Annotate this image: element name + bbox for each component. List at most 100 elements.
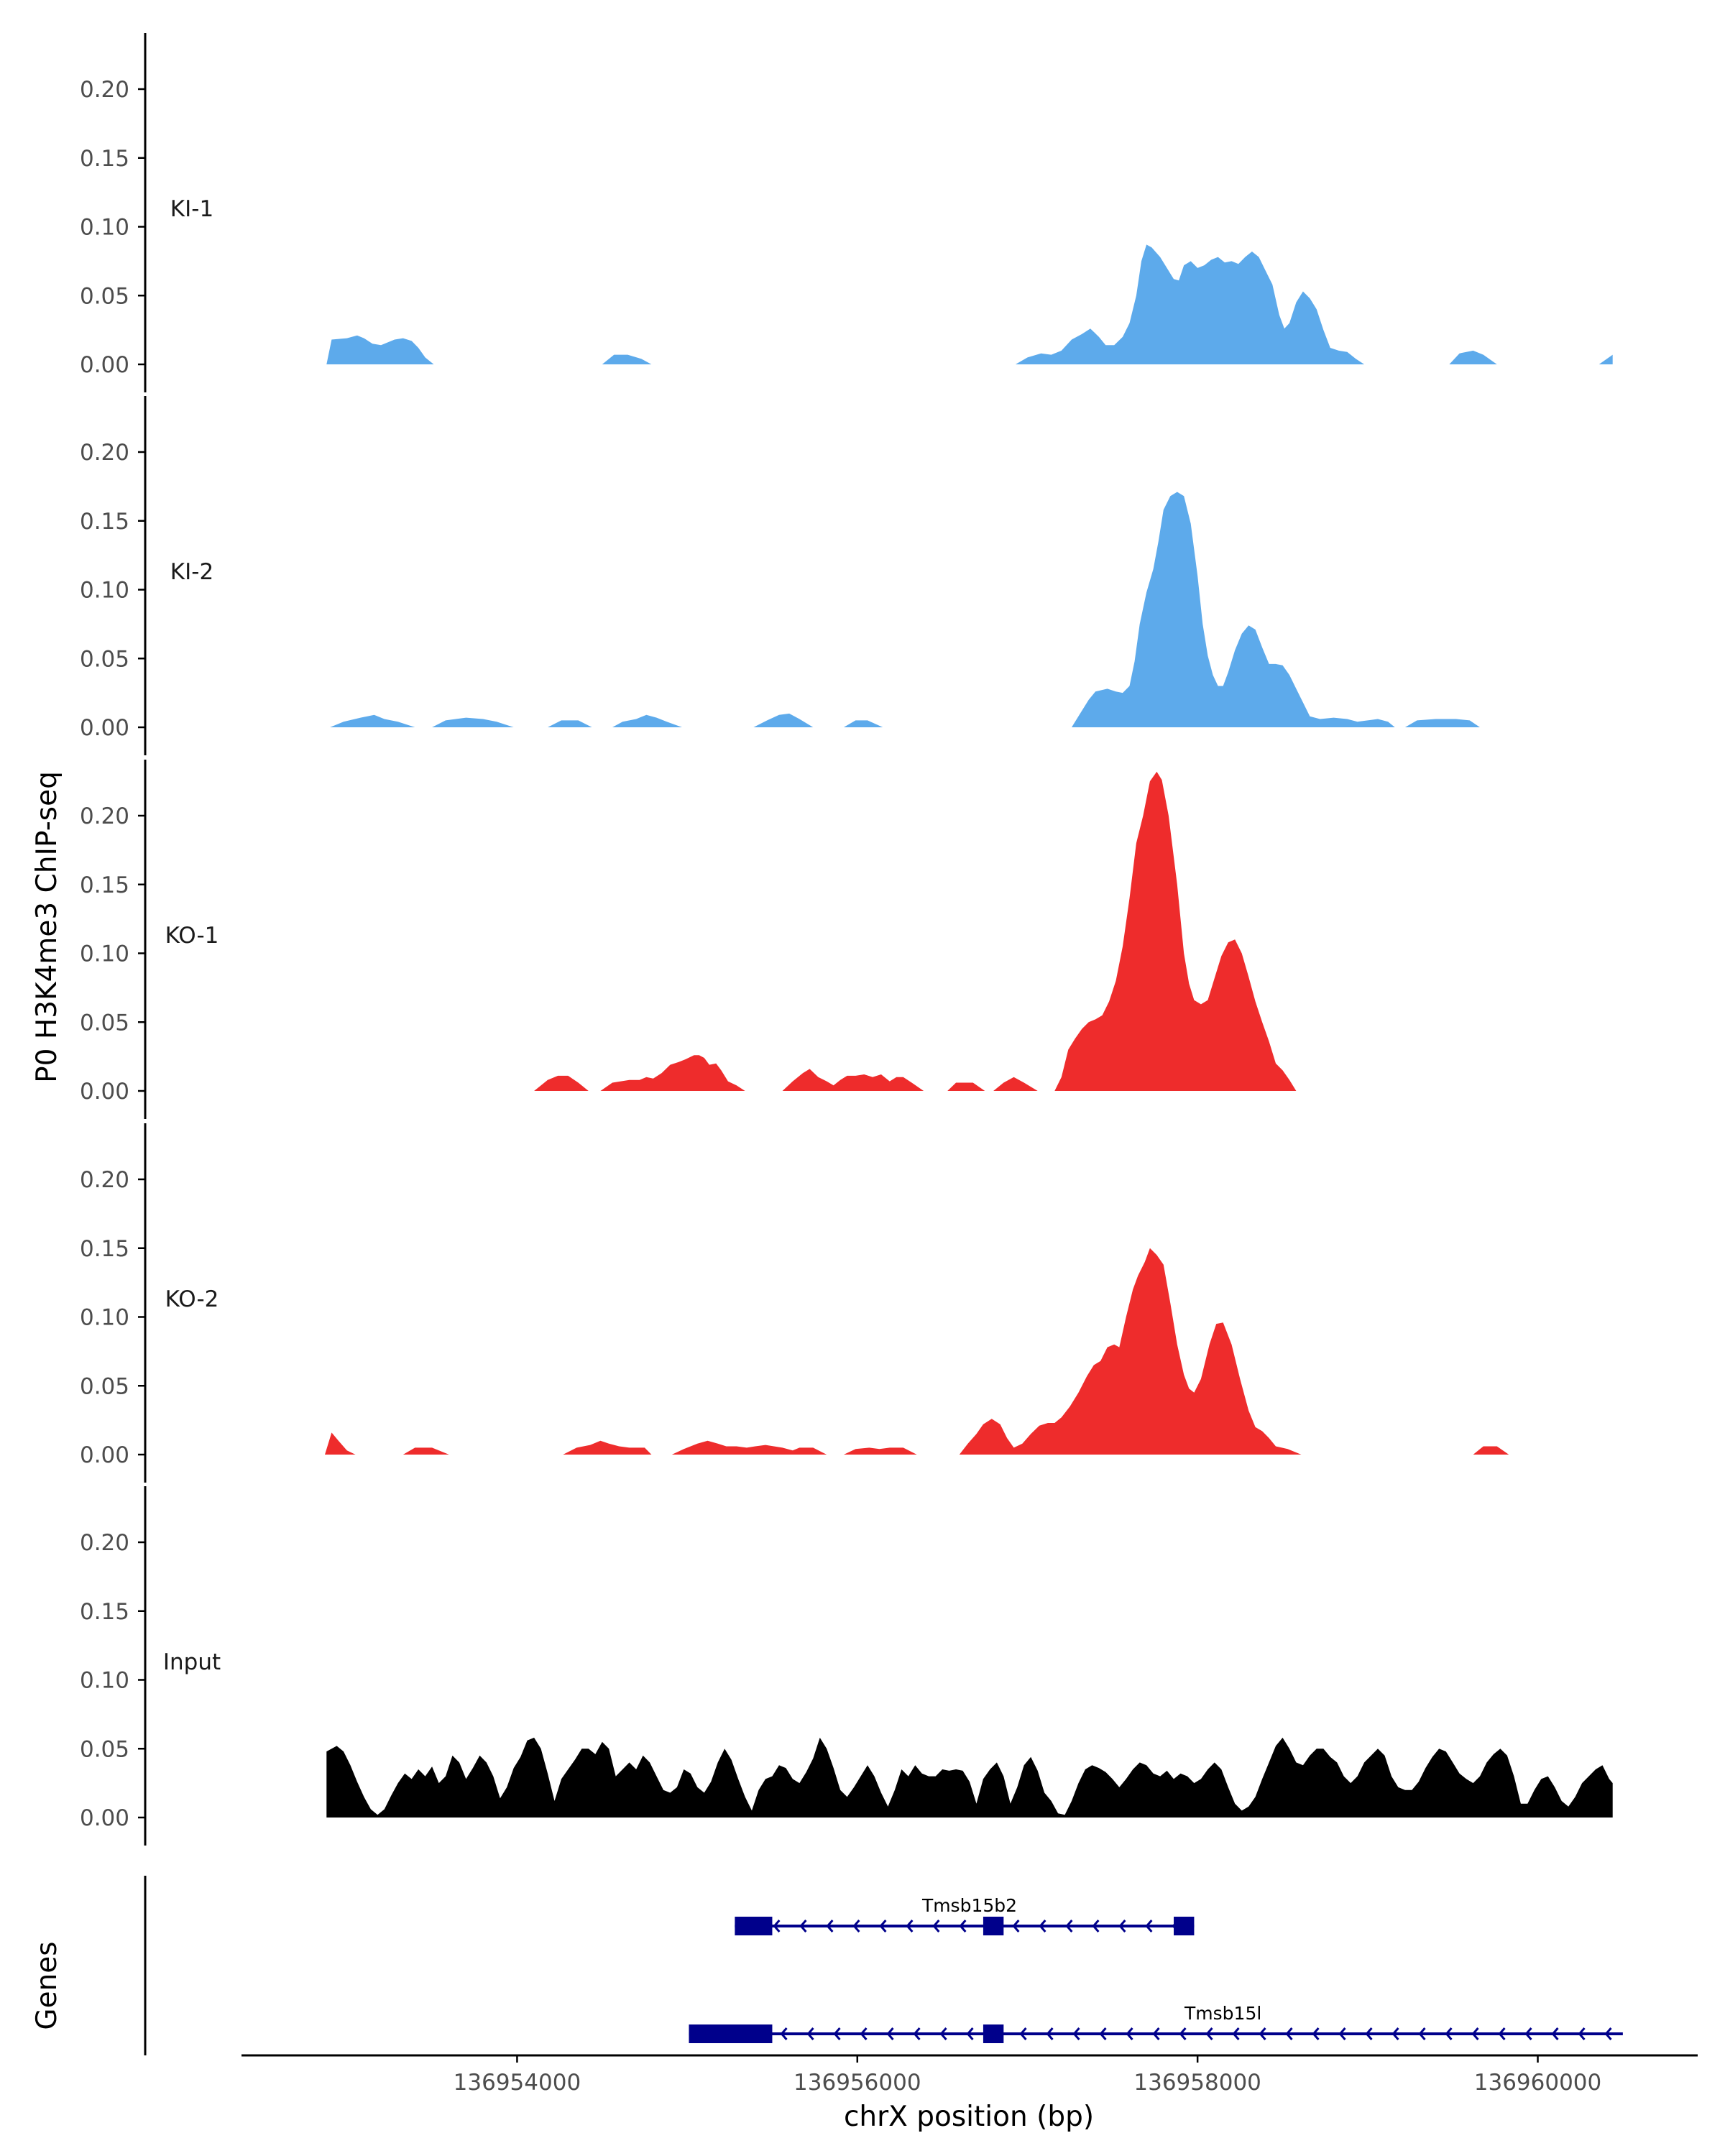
coverage-area-ki-1-1	[602, 354, 652, 364]
y-tick-label: 0.05	[80, 1373, 129, 1399]
y-tick-label: 0.20	[80, 1530, 129, 1556]
x-tick-label: 136958000	[1133, 2070, 1261, 2096]
y-tick-label: 0.15	[80, 1236, 129, 1262]
strand-arrow	[1099, 2027, 1107, 2040]
strand-arrow	[1498, 2027, 1506, 2040]
gene-panel-label: Genes	[31, 1941, 63, 2030]
coverage-area-ki-1-4	[1598, 354, 1613, 364]
y-axis-title: P0 H3K4me3 ChIP-seq	[31, 771, 63, 1083]
track-ko-2: 0.00 0.05 0.10 0.15 0.20 KO-2	[80, 1123, 1509, 1483]
exon-block	[983, 1917, 1004, 1935]
coverage-area-ko-2-1	[402, 1447, 449, 1455]
track-label: KO-2	[165, 1286, 219, 1312]
gene-annotation-panel: Tmsb15b2 Tmsb15l	[144, 1876, 1623, 2055]
strand-arrow	[1259, 2027, 1266, 2040]
strand-arrow	[906, 1920, 914, 1932]
y-tick-label: 0.20	[80, 1167, 129, 1193]
y-tick-label: 0.05	[80, 1736, 129, 1762]
strand-arrow	[1039, 1920, 1046, 1932]
x-tick-label: 136956000	[794, 2070, 921, 2096]
gene-label: Tmsb15l	[1184, 2003, 1261, 2024]
y-tick-label: 0.15	[80, 509, 129, 535]
strand-arrow	[1072, 2027, 1080, 2040]
coverage-area-ki-2-5	[843, 720, 883, 727]
x-axis-title: chrX position (bp)	[844, 2101, 1094, 2133]
y-tick-label: 0.05	[80, 1010, 129, 1036]
strand-arrow	[833, 2027, 841, 2040]
strand-arrow	[1445, 2027, 1453, 2040]
y-tick-label: 0.15	[80, 1599, 129, 1625]
strand-arrow	[1392, 2027, 1399, 2040]
coverage-area-ki-2-4	[753, 713, 814, 727]
y-tick-label: 0.10	[80, 578, 129, 604]
coverage-area-input-0	[326, 1737, 1613, 1818]
y-tick-label: 0.10	[80, 215, 129, 241]
track-label: KI-1	[170, 196, 213, 222]
strand-arrow	[1012, 1920, 1020, 1932]
y-tick-label: 0.05	[80, 646, 129, 672]
coverage-area-ko-2-2	[563, 1440, 652, 1455]
coverage-area-ki-2-6	[1072, 492, 1395, 727]
strand-arrow	[1205, 2027, 1213, 2040]
coverage-area-ko-1-0	[534, 1075, 589, 1091]
gene-tmsb15l: Tmsb15l	[689, 2003, 1623, 2043]
y-tick-label: 0.00	[80, 1805, 129, 1831]
y-tick-label: 0.15	[80, 146, 129, 172]
strand-arrow	[932, 1920, 940, 1932]
strand-arrow	[879, 1920, 887, 1932]
coverage-area-ko-1-5	[1054, 771, 1297, 1091]
coverage-area-ko-2-3	[671, 1440, 827, 1455]
y-tick-label: 0.15	[80, 872, 129, 898]
strand-arrow	[1019, 2027, 1027, 2040]
exon-block	[689, 2024, 773, 2043]
coverage-area-ki-2-0	[330, 714, 415, 727]
coverage-area-ko-1-1	[600, 1055, 745, 1091]
strand-arrow	[959, 1920, 967, 1932]
y-tick-label: 0.10	[80, 941, 129, 967]
y-tick-label: 0.05	[80, 283, 129, 309]
gene-label: Tmsb15b2	[921, 1895, 1017, 1916]
coverage-area-ko-2-5	[959, 1248, 1302, 1455]
track-label: KI-2	[170, 559, 213, 585]
strand-arrow	[773, 1920, 781, 1932]
strand-arrow	[860, 2027, 868, 2040]
strand-arrow	[1365, 2027, 1373, 2040]
strand-arrow	[913, 2027, 921, 2040]
strand-arrow	[1604, 2027, 1612, 2040]
strand-arrow	[886, 2027, 894, 2040]
strand-arrow	[1152, 2027, 1160, 2040]
y-tick-label: 0.20	[80, 803, 129, 829]
strand-arrow	[1118, 1920, 1126, 1932]
strand-arrow	[966, 2027, 974, 2040]
coverage-area-ki-2-2	[548, 720, 592, 727]
y-tick-label: 0.20	[80, 77, 129, 103]
coverage-area-ko-1-2	[782, 1069, 924, 1091]
strand-arrow	[1046, 2027, 1054, 2040]
y-tick-label: 0.00	[80, 1442, 129, 1468]
coverage-area-ki-2-7	[1404, 719, 1480, 727]
strand-arrow	[780, 2027, 788, 2040]
y-tick-label: 0.20	[80, 440, 129, 466]
coverage-area-ko-2-4	[843, 1447, 917, 1455]
strand-arrow	[1092, 1920, 1100, 1932]
coverage-area-ki-1-3	[1449, 350, 1497, 364]
y-tick-label: 0.00	[80, 352, 129, 378]
y-tick-label: 0.00	[80, 1079, 129, 1105]
track-label: KO-1	[165, 923, 219, 949]
exon-block	[983, 2024, 1004, 2043]
coverage-area-ko-1-3	[947, 1082, 985, 1091]
coverage-area-ko-1-4	[993, 1077, 1038, 1091]
strand-arrow	[1145, 1920, 1153, 1932]
strand-arrow	[806, 2027, 814, 2040]
coverage-area-ki-1-2	[1015, 244, 1365, 364]
y-tick-label: 0.10	[80, 1305, 129, 1331]
coverage-area-ki-1-0	[326, 335, 434, 364]
exon-block	[1174, 1917, 1195, 1935]
exon-block	[735, 1917, 773, 1935]
coverage-area-ko-2-0	[325, 1432, 356, 1455]
x-tick-label: 136954000	[454, 2070, 581, 2096]
strand-arrow	[1285, 2027, 1293, 2040]
strand-arrow	[939, 2027, 947, 2040]
strand-arrow	[1524, 2027, 1532, 2040]
